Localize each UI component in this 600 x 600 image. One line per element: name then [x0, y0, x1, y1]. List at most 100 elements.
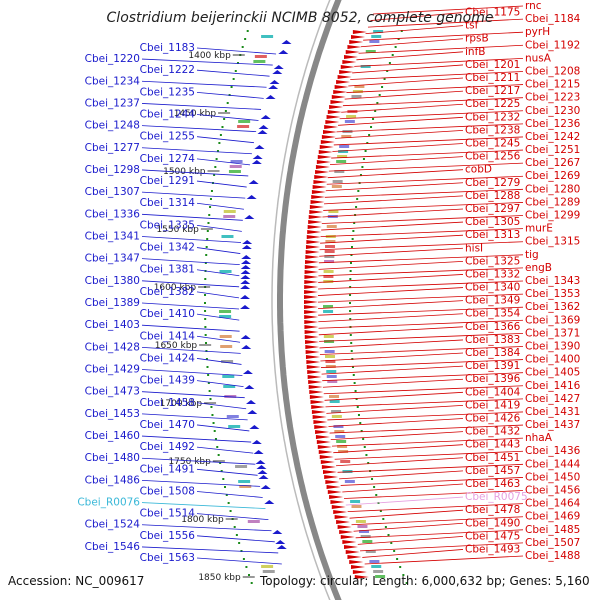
plus-strand-gene [316, 440, 331, 444]
label-leader-line [141, 324, 240, 332]
kbp-tick-label: 1750 kbp [168, 457, 211, 467]
feature-block [323, 335, 334, 338]
minus-strand-gene [260, 115, 271, 119]
gene-label: Cbei_1396 [465, 373, 521, 385]
plus-strand-gene [304, 280, 319, 284]
gene-label: Cbei_1507 [525, 537, 580, 549]
feature-block [362, 540, 373, 543]
marker-dot [368, 134, 371, 136]
label-leader-line [196, 114, 259, 121]
plus-strand-gene [314, 175, 329, 179]
plus-strand-gene [304, 325, 319, 329]
marker-dot [210, 190, 213, 192]
feature-block [324, 255, 335, 258]
label-leader-line [324, 391, 464, 401]
marker-dot [349, 318, 352, 320]
gene-label: nhaA [525, 432, 553, 444]
plus-strand-gene [311, 195, 326, 199]
label-leader-line [370, 12, 464, 21]
label-leader-line [325, 398, 524, 408]
kbp-tick-label: 1650 kbp [155, 341, 198, 351]
label-leader-line [318, 267, 524, 277]
gene-label: Cbei_1256 [465, 151, 521, 163]
label-leader-line [345, 496, 464, 506]
label-leader-line [141, 125, 257, 133]
plus-strand-gene [318, 150, 333, 154]
plus-strand-gene [325, 120, 340, 124]
marker-dot [349, 278, 352, 280]
plus-strand-gene [352, 30, 367, 34]
label-leader-line [318, 326, 464, 336]
kbp-tick-label: 1850 kbp [198, 573, 241, 583]
minus-strand-gene [240, 335, 251, 339]
marker-dot [361, 166, 364, 168]
feature-block [338, 150, 349, 153]
gene-label: Cbei_1488 [525, 550, 580, 562]
plus-strand-gene [307, 370, 322, 374]
marker-dot [354, 390, 357, 392]
plus-strand-gene [317, 155, 332, 159]
feature-block [220, 345, 233, 348]
gene-label: Cbei_1175 [465, 7, 520, 19]
plus-strand-gene [319, 455, 334, 459]
plus-strand-gene [334, 515, 349, 519]
label-leader-line [196, 424, 250, 432]
feature-block [219, 270, 232, 273]
marker-dot [386, 70, 389, 72]
feature-block [324, 260, 335, 263]
gene-label: Cbei_1383 [465, 334, 520, 346]
feature-block [262, 570, 275, 573]
gene-label: Cbei_1381 [140, 264, 195, 276]
plus-strand-gene [315, 435, 330, 439]
plus-strand-gene [349, 560, 364, 564]
gene-label: Cbei_1492 [140, 441, 195, 453]
marker-dot [220, 470, 223, 472]
minus-strand-gene [251, 440, 262, 444]
gene-label: tig [525, 249, 539, 261]
label-leader-line [336, 123, 524, 133]
minus-strand-gene [240, 275, 251, 279]
marker-dot [350, 342, 353, 344]
feature-block [323, 305, 334, 308]
feature-block [340, 460, 351, 463]
marker-dot [384, 526, 387, 528]
gene-label: Cbei_1215 [525, 79, 580, 91]
plus-strand-gene [325, 480, 340, 484]
minus-strand-gene [272, 70, 283, 74]
gene-label: Cbei_1291 [140, 175, 195, 187]
gene-label: nusA [525, 52, 552, 64]
plus-strand-gene [344, 55, 359, 59]
feature-block [344, 120, 355, 123]
plus-strand-gene [336, 80, 351, 84]
plus-strand-gene [323, 470, 338, 474]
marker-dot [229, 510, 232, 512]
plus-strand-gene [304, 300, 318, 304]
gene-label: Cbei_1546 [85, 541, 141, 553]
gene-label: Cbei_1242 [525, 131, 580, 143]
plus-strand-gene [351, 35, 366, 39]
label-leader-line [323, 202, 524, 211]
label-leader-line [365, 25, 464, 35]
marker-dot [381, 86, 384, 88]
feature-block [354, 85, 365, 88]
feature-block [219, 310, 232, 313]
feature-block [223, 385, 236, 388]
label-leader-line [358, 44, 524, 54]
gene-label: Cbei_1405 [525, 367, 580, 379]
marker-dot [211, 414, 214, 416]
gene-label: Cbei_1456 [525, 485, 581, 497]
minus-strand-gene [281, 40, 292, 44]
minus-strand-gene [240, 265, 251, 269]
minus-strand-gene [276, 545, 287, 549]
marker-dot [213, 174, 216, 176]
label-leader-line [141, 524, 272, 532]
marker-dot [204, 294, 207, 296]
marker-dot [351, 246, 353, 248]
label-leader-line [141, 302, 240, 310]
label-leader-line [196, 535, 275, 543]
plus-strand-gene [318, 450, 333, 454]
gene-label: Cbei_1280 [525, 183, 580, 195]
label-leader-line [319, 332, 524, 342]
gene-label: infB [465, 46, 485, 58]
label-leader-line [357, 535, 464, 545]
